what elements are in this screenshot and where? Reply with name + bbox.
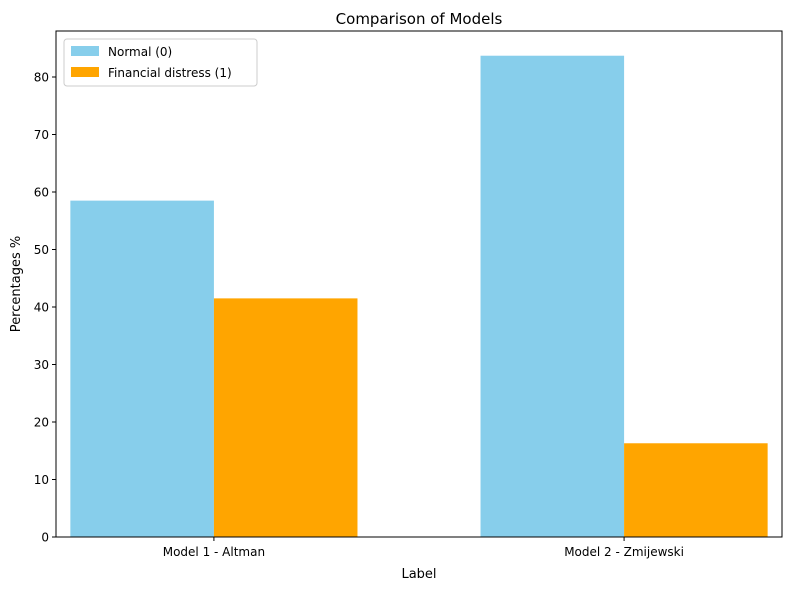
legend-label: Normal (0) [108, 45, 172, 59]
y-tick-label: 70 [34, 128, 49, 142]
y-tick-label: 40 [34, 301, 49, 315]
y-axis: 0 10 20 30 40 50 60 70 80 [34, 71, 56, 545]
legend-box [63, 38, 258, 87]
bars-group [70, 55, 768, 538]
y-tick-label: 30 [34, 358, 49, 372]
y-tick-label: 0 [41, 531, 49, 545]
chart-title: Comparison of Models [336, 10, 503, 28]
legend-swatch [71, 67, 99, 77]
x-tick-label: Model 1 - Altman [163, 545, 265, 559]
bar-normal-0 [70, 200, 214, 538]
bar-distress-0 [213, 298, 358, 538]
y-tick-label: 60 [34, 186, 49, 200]
x-axis: Model 1 - Altman Model 2 - Zmijewski [163, 537, 684, 559]
plot-frame [55, 30, 783, 538]
x-axis-label: Label [401, 567, 436, 582]
bar-normal-1 [480, 55, 625, 537]
y-tick-label: 80 [34, 71, 49, 85]
y-axis-label: Percentages % [9, 236, 24, 332]
x-tick-label: Model 2 - Zmijewski [564, 545, 684, 559]
bar-distress-1 [624, 443, 768, 537]
y-tick-label: 10 [34, 473, 49, 487]
legend-label: Financial distress (1) [108, 66, 232, 80]
legend: Normal (0) Financial distress (1) [63, 38, 258, 87]
y-tick-label: 50 [34, 243, 49, 257]
y-tick-label: 20 [34, 416, 49, 430]
legend-swatch [71, 46, 99, 56]
